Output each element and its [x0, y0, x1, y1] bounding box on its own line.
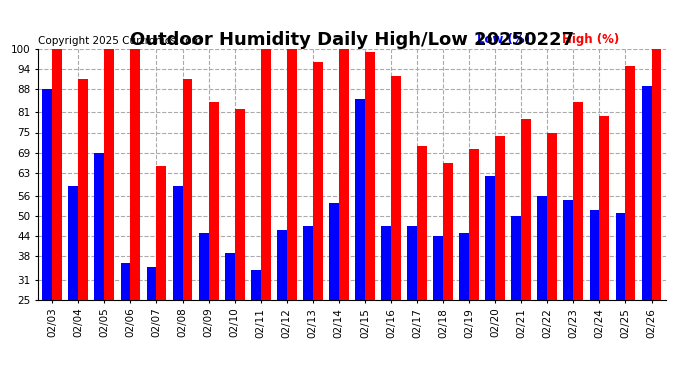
- Bar: [469, 149, 479, 300]
- Bar: [303, 226, 313, 300]
- Bar: [208, 102, 219, 300]
- Bar: [121, 263, 130, 300]
- Bar: [407, 226, 417, 300]
- Bar: [625, 66, 635, 300]
- Bar: [104, 49, 115, 300]
- Text: High (%): High (%): [562, 33, 620, 46]
- Bar: [261, 49, 270, 300]
- Bar: [564, 200, 573, 300]
- Title: Outdoor Humidity Daily High/Low 20250227: Outdoor Humidity Daily High/Low 20250227: [130, 31, 574, 49]
- Bar: [433, 236, 443, 300]
- Bar: [79, 79, 88, 300]
- Bar: [146, 267, 157, 300]
- Bar: [615, 213, 625, 300]
- Bar: [52, 49, 62, 300]
- Bar: [250, 270, 261, 300]
- Bar: [95, 153, 104, 300]
- Bar: [600, 116, 609, 300]
- Bar: [485, 176, 495, 300]
- Bar: [172, 186, 183, 300]
- Bar: [277, 230, 287, 300]
- Bar: [381, 226, 391, 300]
- Bar: [495, 136, 505, 300]
- Bar: [460, 233, 469, 300]
- Bar: [313, 62, 323, 300]
- Bar: [339, 49, 348, 300]
- Bar: [355, 99, 365, 300]
- Bar: [365, 52, 375, 300]
- Text: Low (%): Low (%): [477, 33, 531, 46]
- Bar: [130, 49, 140, 300]
- Bar: [547, 132, 558, 300]
- Bar: [538, 196, 547, 300]
- Bar: [235, 109, 244, 300]
- Bar: [68, 186, 79, 300]
- Bar: [642, 86, 651, 300]
- Bar: [521, 119, 531, 300]
- Bar: [391, 75, 401, 300]
- Bar: [573, 102, 583, 300]
- Bar: [42, 89, 52, 300]
- Bar: [329, 203, 339, 300]
- Bar: [157, 166, 166, 300]
- Bar: [651, 49, 662, 300]
- Bar: [287, 49, 297, 300]
- Bar: [511, 216, 521, 300]
- Bar: [183, 79, 193, 300]
- Bar: [443, 163, 453, 300]
- Bar: [589, 210, 600, 300]
- Bar: [417, 146, 427, 300]
- Text: Copyright 2025 Curtronics.com: Copyright 2025 Curtronics.com: [38, 36, 201, 46]
- Bar: [199, 233, 208, 300]
- Bar: [225, 253, 235, 300]
